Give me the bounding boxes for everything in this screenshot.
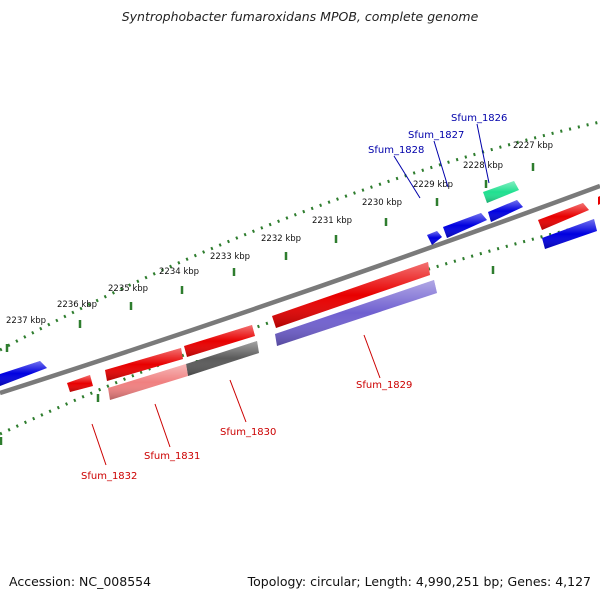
tick-label-2236: 2236 kbp (57, 300, 97, 310)
tick-label-2237: 2237 kbp (6, 316, 46, 326)
tick-label-2232: 2232 kbp (261, 234, 301, 244)
gene-label-sfum-1827: Sfum_1827 (408, 130, 464, 141)
features-reverse-inner (108, 219, 597, 400)
tick-label-2233: 2233 kbp (210, 252, 250, 262)
genome-backbone (0, 183, 600, 396)
tick-label-2231: 2231 kbp (312, 216, 352, 226)
features-forward-outer (0, 181, 600, 392)
gene-labels: Sfum_1826 Sfum_1827 Sfum_1828 Sfum_1829 … (81, 113, 507, 482)
tick-label-2228: 2228 kbp (463, 161, 503, 171)
leader-lines-reverse (91, 334, 381, 466)
tick-label-2234: 2234 kbp (159, 267, 199, 277)
gene-label-sfum-1826: Sfum_1826 (451, 113, 507, 124)
genome-title: Syntrophobacter fumaroxidans MPOB, compl… (121, 9, 479, 24)
tick-label-2235: 2235 kbp (108, 284, 148, 294)
leader-lines-forward (393, 123, 490, 199)
tick-label-2230: 2230 kbp (362, 198, 402, 208)
gene-label-sfum-1831: Sfum_1831 (144, 451, 200, 462)
gene-label-sfum-1832: Sfum_1832 (81, 471, 137, 482)
gene-label-sfum-1830: Sfum_1830 (220, 427, 276, 438)
accession-text: Accession: NC_008554 (9, 574, 152, 589)
scale-labels: 2227 kbp 2228 kbp 2229 kbp 2230 kbp 2231… (6, 141, 553, 326)
tick-label-2227: 2227 kbp (513, 141, 553, 151)
gene-label-sfum-1828: Sfum_1828 (368, 145, 424, 156)
topology-text: Topology: circular; Length: 4,990,251 bp… (247, 574, 591, 589)
gene-label-sfum-1829: Sfum_1829 (356, 380, 412, 391)
tick-label-2229: 2229 kbp (413, 180, 453, 190)
outer-major-ticks (5, 163, 535, 352)
